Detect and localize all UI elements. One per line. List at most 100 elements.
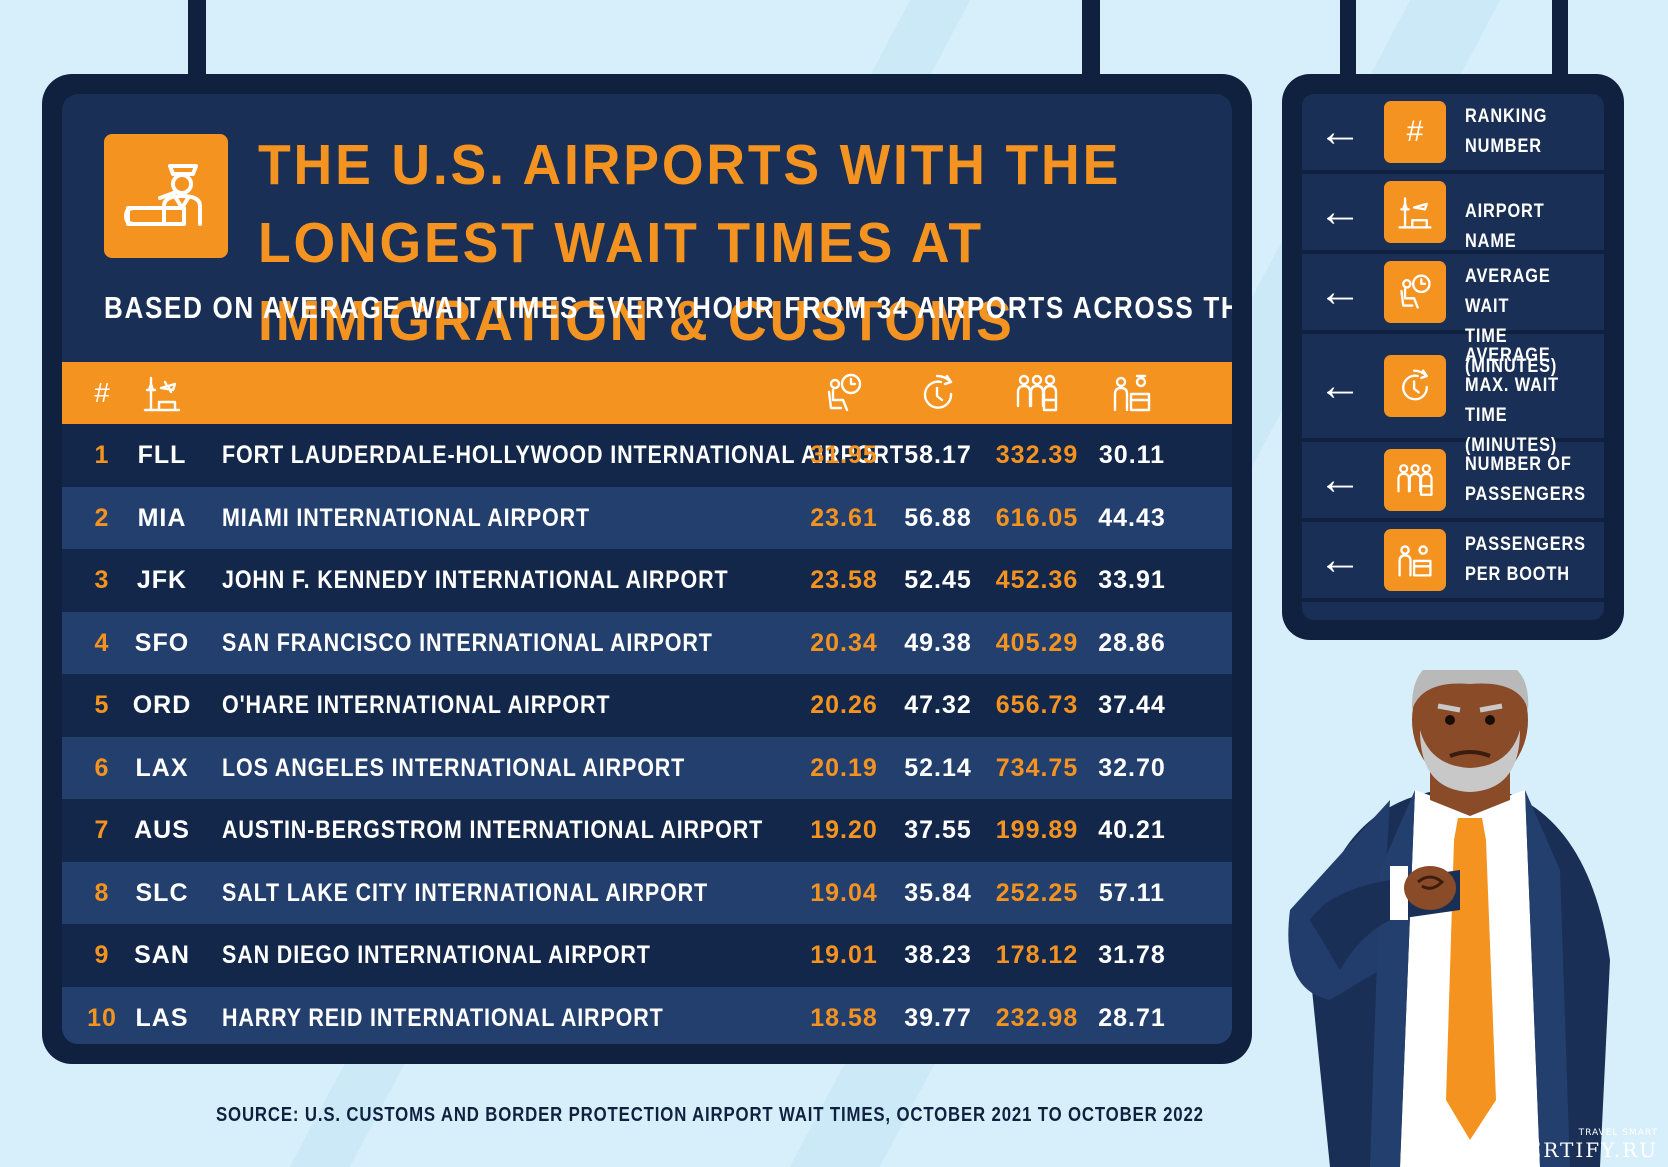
rank-cell: 9	[94, 941, 110, 969]
table-row: 5 ORD O'HARE INTERNATIONAL AIRPORT 20.26 47.…	[62, 674, 1232, 737]
board-hanger	[188, 0, 206, 80]
passengers-cell: 178.12	[995, 941, 1079, 969]
hash-symbol: #	[1406, 115, 1424, 148]
board-hanger	[1082, 0, 1100, 80]
legend-item: ← NUMBER OF PASSENGERS	[1302, 442, 1604, 522]
arrow-left-icon: ←	[1318, 455, 1362, 504]
legend-label: PASSENGERS PER BOOTH	[1465, 534, 1586, 585]
average-wait-cell: 23.58	[810, 566, 878, 594]
average-wait-cell: 31.95	[810, 441, 878, 469]
passengers-cell: 332.39	[995, 441, 1079, 469]
legend-label: AVERAGE WAIT TIME (MINUTES)	[1465, 266, 1558, 377]
passengers-cell: 199.89	[995, 816, 1079, 844]
legend-hanger	[1552, 0, 1568, 80]
airport-name-cell: FORT LAUDERDALE-HOLLYWOOD INTERNATIONAL …	[222, 441, 904, 469]
airport-tower-icon	[132, 362, 192, 424]
average-max-wait-cell: 58.17	[904, 441, 972, 469]
rank-cell: 6	[94, 753, 110, 782]
passengers-per-booth-cell: 40.21	[1098, 816, 1166, 844]
passengers-cell: 616.05	[995, 503, 1079, 532]
airport-code-cell: SFO	[134, 628, 190, 657]
legend-item: ← AVERAGE MAX. WAIT TIME (MINUTES)	[1302, 334, 1604, 456]
average-wait-cell: 23.61	[810, 503, 878, 532]
legend-label: RANKING NUMBER	[1465, 106, 1548, 157]
legend-item: ← AVERAGE WAIT TIME (MINUTES)	[1302, 254, 1604, 377]
airport-code-cell: SAN	[134, 941, 190, 969]
arrow-left-icon: ←	[1318, 107, 1362, 156]
passengers-per-booth-cell: 28.86	[1098, 628, 1166, 657]
passengers-icon	[1384, 449, 1446, 511]
booth-icon	[1384, 529, 1446, 591]
stopwatch-icon	[1384, 355, 1446, 417]
legend-label: AVERAGE MAX. WAIT TIME (MINUTES)	[1465, 345, 1559, 456]
airport-name-cell: MIAMI INTERNATIONAL AIRPORT	[222, 503, 590, 532]
legend-panel: ← # RANKING NUMBER ← AIRPORT NAME ← AVERAGE WA…	[1302, 94, 1604, 620]
airport-name-cell: AUSTIN-BERGSTROM INTERNATIONAL AIRPORT	[222, 816, 764, 844]
table-row: 1 FLL FORT LAUDERDALE-HOLLYWOOD INTERNATIO…	[62, 424, 1232, 487]
passengers-cell: 734.75	[995, 753, 1079, 782]
average-wait-cell: 20.26	[810, 691, 878, 719]
page-title: THE U.S. AIRPORTS WITH THE LONGEST WAIT …	[258, 133, 1122, 353]
table-row: 2 MIA MIAMI INTERNATIONAL AIRPORT 23.61 56.8…	[62, 486, 1232, 549]
airport-code-cell: SLC	[135, 878, 189, 907]
passengers-per-booth-cell: 30.11	[1098, 441, 1166, 469]
average-max-wait-cell: 49.38	[904, 628, 972, 657]
legend-item: ← # RANKING NUMBER	[1302, 94, 1604, 174]
average-wait-cell: 19.01	[810, 941, 878, 969]
rank-cell: 8	[94, 878, 110, 907]
passengers-cell: 452.36	[995, 566, 1079, 594]
booth-icon	[1092, 362, 1172, 424]
arrow-left-icon: ←	[1318, 187, 1362, 236]
seated-clock-icon	[1384, 261, 1446, 323]
airport-name-cell: SAN DIEGO INTERNATIONAL AIRPORT	[222, 941, 651, 969]
rank-cell: 7	[94, 816, 110, 844]
rank-cell: 10	[87, 1003, 117, 1032]
average-max-wait-cell: 35.84	[904, 878, 972, 907]
waiting-man-illustration	[1288, 670, 1610, 1167]
passengers-cell: 252.25	[995, 878, 1079, 907]
passengers-per-booth-cell: 44.43	[1098, 503, 1166, 532]
passengers-per-booth-cell: 31.78	[1098, 941, 1166, 969]
brand-tagline: TRAVEL SMART	[1578, 1128, 1658, 1138]
brand-name: ALERTIFY.RU	[1494, 1138, 1658, 1162]
average-wait-cell: 20.34	[810, 628, 878, 657]
average-wait-cell: 19.20	[810, 816, 878, 844]
airport-name-cell: JOHN F. KENNEDY INTERNATIONAL AIRPORT	[222, 566, 729, 594]
airport-name-cell: LOS ANGELES INTERNATIONAL AIRPORT	[222, 753, 686, 782]
board-panel: THE U.S. AIRPORTS WITH THE LONGEST WAIT …	[62, 94, 1232, 1044]
airport-tower-icon	[1384, 181, 1446, 243]
legend-hanger	[1340, 0, 1356, 80]
passengers-per-booth-cell: 32.70	[1098, 753, 1166, 782]
airport-code-cell: FLL	[137, 441, 187, 469]
average-max-wait-cell: 52.45	[904, 566, 972, 594]
rank-header: #	[82, 362, 122, 424]
passengers-cell: 405.29	[995, 628, 1079, 657]
table-row: 3 JFK JOHN F. KENNEDY INTERNATIONAL AIRPOR…	[62, 549, 1232, 612]
rank-cell: 3	[94, 566, 110, 594]
airport-code-cell: LAX	[135, 753, 189, 782]
legend-board: ← # RANKING NUMBER ← AIRPORT NAME ← AVERAGE WA…	[1282, 74, 1624, 640]
average-max-wait-cell: 37.55	[904, 816, 972, 844]
table-header: #	[62, 362, 1232, 424]
arrow-left-icon: ←	[1318, 267, 1362, 316]
passengers-icon	[992, 362, 1082, 424]
airport-code-cell: AUS	[134, 816, 190, 844]
hash-icon: #	[1384, 101, 1446, 163]
rank-cell: 5	[94, 691, 110, 719]
airport-code-cell: MIA	[137, 503, 187, 532]
table-row: 7 AUS AUSTIN-BERGSTROM INTERNATIONAL AIRPO…	[62, 799, 1232, 862]
airport-table: 1 FLL FORT LAUDERDALE-HOLLYWOOD INTERNATIO…	[62, 424, 1232, 1044]
passengers-cell: 232.98	[995, 1003, 1079, 1032]
airport-name-cell: O'HARE INTERNATIONAL AIRPORT	[222, 691, 611, 719]
seated-clock-icon	[804, 362, 884, 424]
table-row: 9 SAN SAN DIEGO INTERNATIONAL AIRPORT 19.01…	[62, 924, 1232, 987]
airport-name-cell: SALT LAKE CITY INTERNATIONAL AIRPORT	[222, 878, 709, 907]
table-row: 8 SLC SALT LAKE CITY INTERNATIONAL AIRPORT…	[62, 861, 1232, 924]
passengers-per-booth-cell: 37.44	[1098, 691, 1166, 719]
airport-name-cell: SAN FRANCISCO INTERNATIONAL AIRPORT	[222, 628, 713, 657]
passengers-per-booth-cell: 57.11	[1098, 878, 1166, 907]
legend-item: ← PASSENGERS PER BOOTH	[1302, 522, 1604, 602]
brand-logo: TRAVEL SMART ALERTIFY.RU	[1458, 1128, 1658, 1162]
average-max-wait-cell: 52.14	[904, 753, 972, 782]
airport-code-cell: JFK	[136, 566, 188, 594]
